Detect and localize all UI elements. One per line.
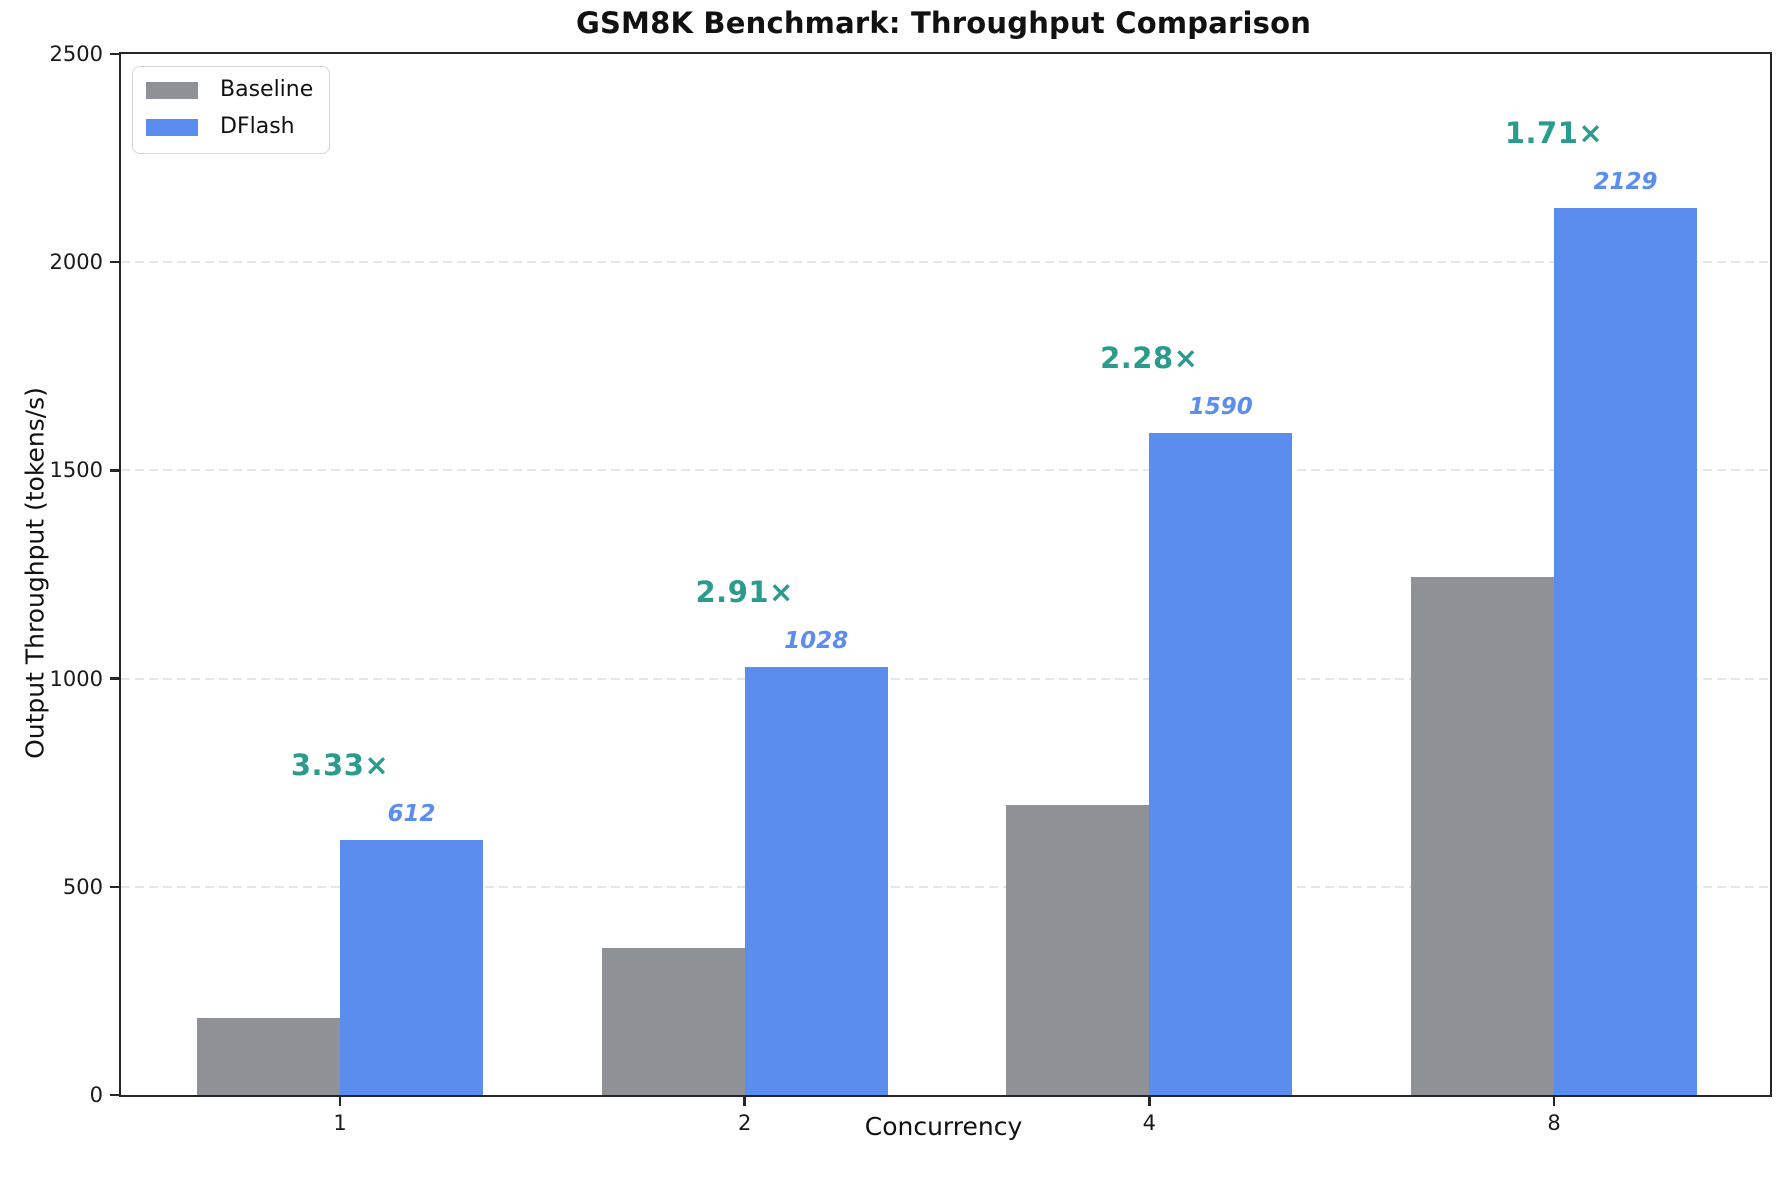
y-tick-mark-1500	[110, 469, 119, 472]
bar-dflash-4	[1149, 432, 1293, 1095]
x-tick-label-1: 1	[333, 1111, 347, 1135]
x-tick-label-2: 2	[738, 1111, 752, 1135]
speedup-label-2: 2.91×	[695, 574, 794, 609]
dflash-value-label-2: 1028	[784, 627, 849, 654]
y-tick-label-500: 500	[62, 874, 103, 899]
y-tick-mark-2000	[110, 260, 119, 264]
gridline-2000	[121, 261, 1770, 264]
legend-label-dflash: DFlash	[220, 114, 295, 140]
bar-baseline-8	[1411, 576, 1554, 1095]
y-tick-mark-0	[110, 1093, 119, 1097]
x-tick-mark-8	[1552, 1097, 1556, 1106]
x-tick-mark-1	[338, 1097, 342, 1106]
speedup-label-4: 2.28×	[1100, 340, 1199, 375]
x-axis-label: Concurrency	[864, 1112, 1023, 1141]
y-tick-label-2000: 2000	[49, 250, 103, 275]
y-tick-mark-2500	[110, 52, 119, 56]
gridline-1000	[121, 677, 1770, 680]
bar-dflash-2	[744, 666, 888, 1095]
legend-item-dflash: DFlash	[146, 114, 313, 140]
dflash-value-label-8: 2129	[1593, 169, 1658, 196]
bar-baseline-2	[601, 948, 745, 1095]
legend: Baseline DFlash	[132, 66, 331, 154]
x-tick-label-8: 8	[1547, 1111, 1561, 1135]
legend-label-baseline: Baseline	[220, 77, 314, 102]
gridline-500	[121, 885, 1770, 888]
bar-dflash-1	[340, 840, 483, 1095]
bar-baseline-4	[1006, 804, 1150, 1095]
bar-dflash-8	[1554, 208, 1697, 1095]
dflash-swatch	[146, 119, 198, 137]
y-tick-label-2500: 2500	[49, 42, 103, 66]
y-tick-mark-500	[110, 885, 119, 889]
speedup-label-1: 3.33×	[290, 748, 390, 783]
y-tick-label-0: 0	[89, 1083, 103, 1107]
y-tick-label-1500: 1500	[49, 458, 103, 483]
x-tick-mark-2	[743, 1097, 746, 1106]
baseline-swatch	[146, 81, 198, 99]
y-axis-label: Output Throughput (tokens/s)	[20, 386, 50, 759]
speedup-label-8: 1.71×	[1504, 116, 1604, 151]
y-tick-mark-1000	[110, 677, 119, 680]
y-axis-label-holder: Output Throughput (tokens/s)	[18, 52, 52, 1093]
chart-title: GSM8K Benchmark: Throughput Comparison	[575, 6, 1312, 40]
x-tick-label-4: 4	[1142, 1111, 1156, 1135]
dflash-value-label-1: 612	[387, 801, 436, 828]
plot-area: Baseline DFlash 0 500 1000 1500 2000 2500 1 612…	[50, 42, 1772, 1135]
x-tick-mark-4	[1148, 1097, 1151, 1106]
gridline-1500	[121, 469, 1770, 472]
bar-baseline-1	[197, 1018, 340, 1095]
legend-item-baseline: Baseline	[146, 77, 313, 103]
y-tick-label-1000: 1000	[49, 666, 103, 691]
dflash-value-label-4: 1590	[1188, 393, 1253, 420]
